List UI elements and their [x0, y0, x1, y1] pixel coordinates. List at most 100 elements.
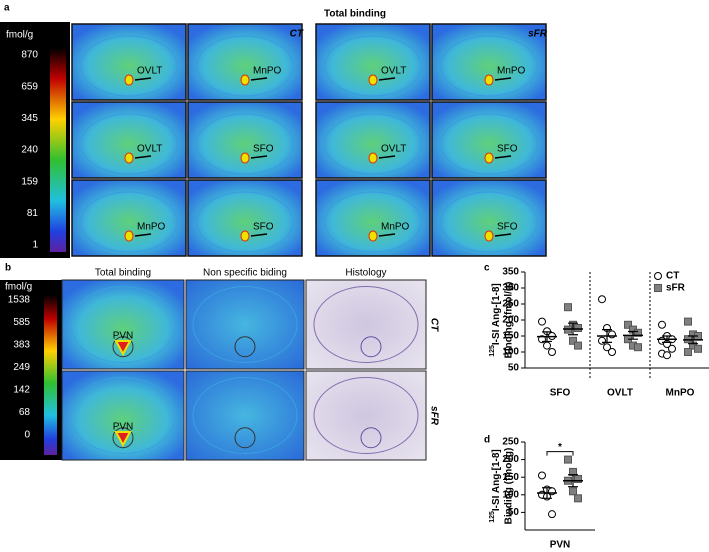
hotspot	[240, 230, 250, 242]
brain-outline	[324, 113, 422, 175]
panel-title: Total binding	[324, 9, 386, 20]
data-point	[574, 474, 582, 483]
y-axis-label-main: I-SI Ang-[1-8]	[491, 449, 502, 511]
autoradiograph	[431, 179, 547, 257]
group-label: CT	[290, 29, 304, 40]
data-point	[574, 494, 582, 503]
data-point	[668, 344, 676, 353]
region-label: MnPO	[381, 222, 410, 233]
brain-outline	[80, 191, 178, 253]
region-label: MnPO	[137, 222, 166, 233]
legend-label: sFR	[666, 283, 686, 294]
data-point	[538, 471, 546, 480]
y-tick-label: 100	[502, 347, 519, 358]
data-point	[564, 455, 572, 464]
colorbar-label: 0	[24, 430, 30, 441]
arrow	[250, 155, 268, 159]
autoradiograph	[315, 101, 431, 179]
autoradiograph	[71, 101, 187, 179]
colorbar	[44, 295, 57, 455]
brain-outline	[192, 377, 298, 454]
x-tick-label: SFO	[550, 388, 571, 399]
data-point	[538, 317, 546, 326]
brain-outline	[192, 286, 298, 363]
section-image	[305, 279, 427, 370]
panel-letter: d	[484, 435, 490, 446]
column-header: Histology	[345, 268, 386, 279]
data-point	[634, 328, 642, 337]
colorbar-label: 240	[21, 145, 38, 156]
brain-outline	[70, 377, 176, 454]
error-bar	[568, 474, 578, 488]
y-axis-label-sup: 125	[489, 345, 496, 357]
colorbar-label: 68	[19, 407, 31, 418]
brain-outline	[440, 35, 538, 97]
y-tick-label: 50	[508, 507, 520, 518]
x-tick-label: MnPO	[666, 388, 695, 399]
region-label: OVLT	[137, 144, 162, 155]
y-axis-label: Binding (fmol/g)	[504, 282, 515, 359]
colorbar-label: 159	[21, 176, 38, 187]
pvn-circle	[360, 427, 382, 449]
autoradiograph	[187, 179, 303, 257]
region-label: OVLT	[381, 144, 406, 155]
arrow	[250, 233, 268, 237]
pvn-circle	[112, 427, 134, 449]
error-bar	[602, 329, 612, 343]
data-point	[684, 348, 692, 356]
pvn-circle	[360, 336, 382, 358]
colorbar-label: 870	[21, 50, 38, 61]
arrow	[134, 77, 152, 81]
arrow	[134, 155, 152, 159]
region-label: MnPO	[253, 66, 282, 77]
data-point	[663, 351, 671, 360]
legend-marker	[654, 284, 662, 292]
data-point	[608, 330, 616, 339]
autoradiograph	[315, 23, 431, 101]
pvn-label: PVN	[113, 422, 134, 433]
content: a Total binding fmol/g 870 659 345 240 159 81 1 OV…	[0, 3, 709, 551]
brain-outline	[440, 113, 538, 175]
brain-outline	[324, 35, 422, 97]
data-point	[598, 295, 606, 304]
legend-marker	[654, 272, 662, 280]
y-tick-label: 350	[502, 267, 519, 278]
hotspot	[240, 152, 250, 164]
data-point	[548, 510, 556, 519]
arrow	[494, 77, 512, 81]
pvn-hotspot	[114, 340, 132, 357]
group-label: sFR	[528, 29, 548, 40]
pvn-circle	[234, 427, 256, 449]
colorbar-unit: fmol/g	[5, 282, 32, 293]
hotspot	[368, 152, 378, 164]
y-tick-label: 150	[502, 472, 519, 483]
section-image	[185, 370, 305, 461]
brain-outline	[196, 35, 294, 97]
hotspot	[124, 152, 134, 164]
data-point	[564, 303, 572, 312]
brain-outline	[324, 191, 422, 253]
hotspot	[124, 74, 134, 86]
panel-letter: c	[484, 263, 490, 274]
panel-letter: a	[4, 3, 10, 14]
colorbar-label: 249	[13, 362, 30, 373]
x-tick-label: PVN	[550, 540, 571, 551]
arrow	[134, 233, 152, 237]
brain-outline	[313, 286, 419, 363]
column-header: Total binding	[95, 268, 151, 279]
y-tick-label: 200	[502, 315, 519, 326]
pvn-circle	[112, 336, 134, 358]
data-point	[634, 343, 642, 352]
region-label: OVLT	[137, 66, 162, 77]
brain-outline	[196, 191, 294, 253]
arrow	[378, 233, 396, 237]
arrow	[494, 233, 512, 237]
hotspot	[484, 74, 494, 86]
autoradiograph	[187, 101, 303, 179]
colorbar-label: 659	[21, 81, 38, 92]
row-label: sFR	[428, 406, 439, 426]
data-point	[543, 341, 551, 350]
data-point	[569, 336, 577, 345]
data-point	[598, 336, 606, 345]
